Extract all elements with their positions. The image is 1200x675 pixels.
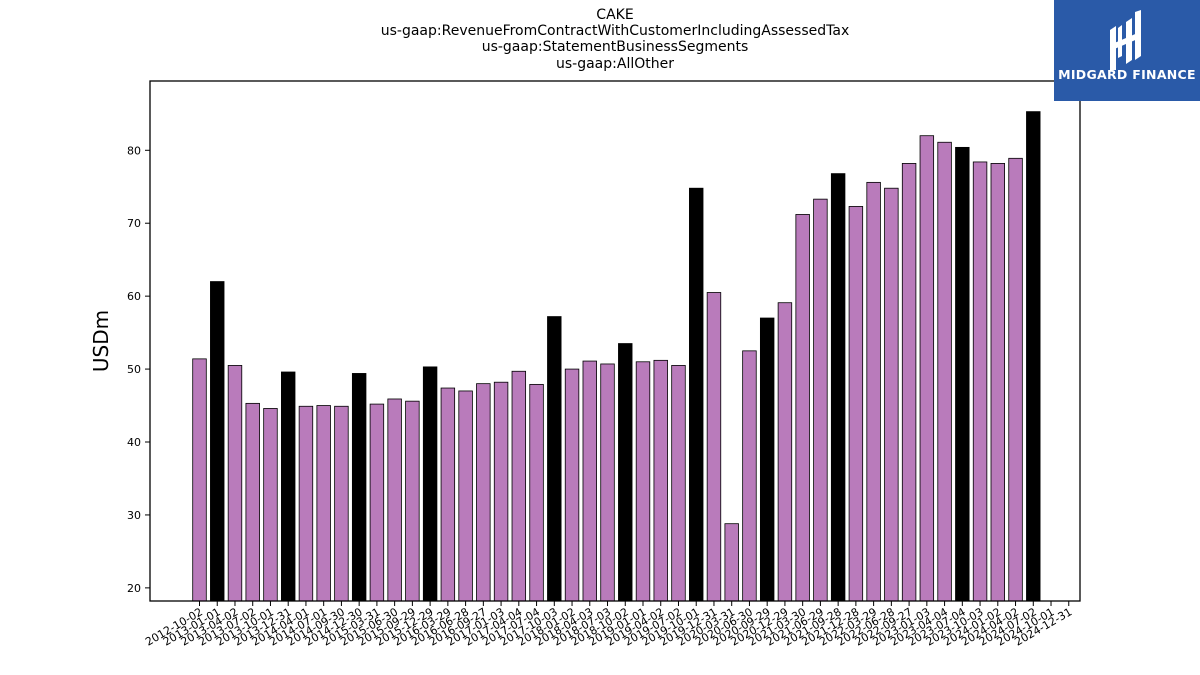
bar-2024-07-02 xyxy=(1026,111,1041,602)
logo: MIDGARD FINANCE xyxy=(1054,0,1200,101)
y-tick-label-80: 80 xyxy=(127,144,141,157)
bar-2017-10-03 xyxy=(547,316,562,602)
bar-2017-04-04 xyxy=(511,370,527,602)
y-tick-label-70: 70 xyxy=(127,217,141,230)
bar-2019-07-02 xyxy=(671,365,686,602)
bar-2022-03-29 xyxy=(866,181,881,602)
title-concept: us-gaap:RevenueFromContractWithCustomerI… xyxy=(380,23,850,39)
bar-2020-06-30 xyxy=(742,350,757,602)
bar-2015-03-31 xyxy=(369,403,385,602)
bar-2018-01-02 xyxy=(564,368,580,602)
y-tick-label-30: 30 xyxy=(127,509,141,522)
bar-2018-10-02 xyxy=(618,343,633,602)
bar-2022-06-28 xyxy=(884,187,899,602)
bar-2020-03-31 xyxy=(724,523,739,602)
logo-text: MIDGARD FINANCE xyxy=(1058,67,1196,82)
plot-frame xyxy=(149,80,1081,602)
y-tick-label-60: 60 xyxy=(127,290,141,303)
bar-2013-04-02 xyxy=(227,365,243,602)
bar-2019-04-02 xyxy=(653,359,668,602)
y-tick-label-40: 40 xyxy=(127,436,141,449)
bar-2012-10-02 xyxy=(192,358,207,602)
bar-2020-09-29 xyxy=(759,317,775,602)
bar-2021-03-30 xyxy=(795,214,810,602)
bar-2015-12-29 xyxy=(422,366,438,602)
bar-2016-06-28 xyxy=(458,390,473,602)
bar-2024-04-02 xyxy=(1008,157,1023,602)
bar-2019-10-01 xyxy=(689,187,704,602)
title-axis: us-gaap:StatementBusinessSegments xyxy=(481,39,749,55)
y-tick-label-20: 20 xyxy=(127,582,141,595)
bar-2014-12-30 xyxy=(351,373,367,602)
bar-2013-07-02 xyxy=(245,402,260,602)
bar-2016-03-29 xyxy=(440,387,456,602)
title-member: us-gaap:AllOther xyxy=(556,56,674,72)
bar-2018-07-03 xyxy=(600,363,615,602)
y-tick-label-50: 50 xyxy=(127,363,141,376)
bar-2014-07-01 xyxy=(316,405,331,602)
bar-2015-06-30 xyxy=(387,398,402,602)
bar-2014-04-01 xyxy=(298,405,314,602)
logo-mark-icon xyxy=(1110,10,1141,70)
bar-2013-10-01 xyxy=(263,408,278,602)
bar-2015-09-29 xyxy=(405,400,420,602)
bar-2023-04-04 xyxy=(937,141,952,602)
y-axis-label: USDm xyxy=(89,310,113,372)
bar-2014-09-30 xyxy=(334,405,349,602)
bar-2024-01-02 xyxy=(990,163,1006,602)
bar-2021-09-28 xyxy=(830,173,846,602)
bar-2016-09-27 xyxy=(476,383,491,602)
bar-2019-12-31 xyxy=(706,292,722,602)
bar-2023-07-04 xyxy=(955,146,970,602)
bar-2019-01-01 xyxy=(635,361,651,602)
bar-2017-07-04 xyxy=(529,383,544,602)
bar-2018-04-03 xyxy=(582,360,597,602)
bar-2013-01-01 xyxy=(210,281,225,602)
bar-2021-12-28 xyxy=(848,206,864,602)
bar-2020-12-29 xyxy=(777,302,793,602)
bar-2013-12-31 xyxy=(280,371,296,602)
bar-2022-09-27 xyxy=(901,163,917,602)
bar-2023-10-03 xyxy=(972,161,988,602)
title-ticker: CAKE xyxy=(596,7,634,23)
bar-2021-06-29 xyxy=(813,198,828,602)
bar-2023-01-03 xyxy=(919,135,935,602)
bar-2017-01-03 xyxy=(493,381,509,602)
